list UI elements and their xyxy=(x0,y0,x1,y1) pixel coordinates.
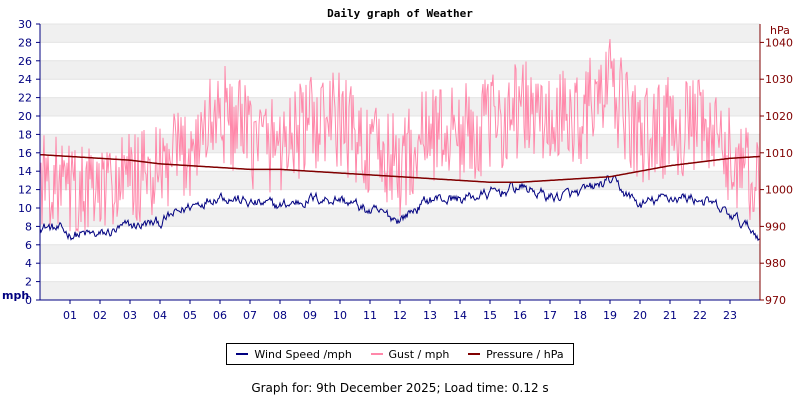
x-tick-label: 17 xyxy=(543,309,557,322)
legend-swatch-pressure xyxy=(468,353,481,355)
left-tick-label: 8 xyxy=(25,220,32,233)
x-tick-label: 06 xyxy=(213,309,227,322)
x-tick-label: 21 xyxy=(663,309,677,322)
x-tick-label: 09 xyxy=(303,309,317,322)
legend-swatch-gust xyxy=(370,353,383,355)
right-axis-unit: hPa xyxy=(770,24,790,37)
grid-band xyxy=(40,24,760,43)
left-tick-label: 4 xyxy=(25,257,32,270)
legend-label-pressure: Pressure / hPa xyxy=(486,347,564,361)
left-tick-label: 6 xyxy=(25,239,32,252)
right-tick-label: 1030 xyxy=(765,73,793,86)
x-tick-label: 13 xyxy=(423,309,437,322)
x-tick-label: 08 xyxy=(273,309,287,322)
left-tick-label: 28 xyxy=(18,36,32,49)
right-tick-label: 990 xyxy=(765,220,786,233)
legend-label-gust: Gust / mph xyxy=(388,347,450,361)
grid-band xyxy=(40,208,760,227)
left-tick-label: 14 xyxy=(18,165,32,178)
x-tick-label: 11 xyxy=(363,309,377,322)
legend: Wind Speed /mph Gust / mph Pressure / hP… xyxy=(226,343,574,365)
series-pressure xyxy=(39,153,760,183)
legend-item-gust: Gust / mph xyxy=(370,347,450,361)
x-tick-label: 12 xyxy=(393,309,407,322)
footer-text: Graph for: 9th December 2025; Load time:… xyxy=(251,381,549,395)
gust-line xyxy=(39,39,761,233)
x-tick-label: 03 xyxy=(123,309,137,322)
x-tick-label: 04 xyxy=(153,309,167,322)
grid-band xyxy=(40,60,760,80)
x-tick-label: 23 xyxy=(723,309,737,322)
right-tick-label: 1010 xyxy=(765,147,793,160)
legend-item-wind: Wind Speed /mph xyxy=(236,348,352,361)
x-tick-label: 20 xyxy=(633,309,647,322)
x-tick-label: 19 xyxy=(603,309,617,322)
left-tick-label: 16 xyxy=(18,147,32,160)
x-tick-label: 14 xyxy=(453,309,467,322)
x-tick-label: 22 xyxy=(693,309,707,322)
pressure-line xyxy=(39,153,760,183)
x-tick-label: 10 xyxy=(333,309,347,322)
right-tick-label: 980 xyxy=(765,257,786,270)
left-tick-label: 18 xyxy=(18,128,32,141)
right-axis-ticks: 970 980 990 1000 1010 1020 1030 1040 xyxy=(760,36,793,307)
x-tick-label: 16 xyxy=(513,309,527,322)
wind-speed-line xyxy=(39,175,761,242)
left-tick-label: 0 xyxy=(25,294,32,307)
left-tick-label: 22 xyxy=(18,92,32,105)
right-tick-label: 1040 xyxy=(765,36,793,49)
x-tick-label: 02 xyxy=(93,309,107,322)
x-tick-label: 05 xyxy=(183,309,197,322)
right-tick-label: 970 xyxy=(765,294,786,307)
legend-label-wind: Wind Speed /mph xyxy=(254,347,352,361)
series-wind-speed xyxy=(39,175,761,242)
series-gust xyxy=(39,39,761,233)
left-tick-label: 12 xyxy=(18,184,32,197)
left-tick-label: 2 xyxy=(25,276,32,289)
grid-band xyxy=(40,244,760,264)
x-tick-label: 18 xyxy=(573,309,587,322)
left-tick-label: 20 xyxy=(18,110,32,123)
left-tick-label: 10 xyxy=(18,202,32,215)
x-tick-label: 15 xyxy=(483,309,497,322)
left-tick-label: 30 xyxy=(18,18,32,31)
right-tick-label: 1000 xyxy=(765,184,793,197)
legend-swatch-wind xyxy=(236,353,249,355)
x-tick-label: 01 xyxy=(63,309,77,322)
left-axis-unit: mph xyxy=(2,289,29,302)
grid-band xyxy=(40,97,760,116)
left-tick-label: 26 xyxy=(18,55,32,68)
left-tick-label: 24 xyxy=(18,73,32,86)
chart-title: Daily graph of Weather xyxy=(327,7,473,20)
legend-item-pressure: Pressure / hPa xyxy=(468,348,564,361)
right-tick-label: 1020 xyxy=(765,110,793,123)
x-axis-ticks: 01 02 03 04 05 06 07 08 09 10 11 12 13 14 15 16 17 18 19 20… xyxy=(63,300,737,322)
x-tick-label: 07 xyxy=(243,309,257,322)
grid-band xyxy=(40,281,760,300)
